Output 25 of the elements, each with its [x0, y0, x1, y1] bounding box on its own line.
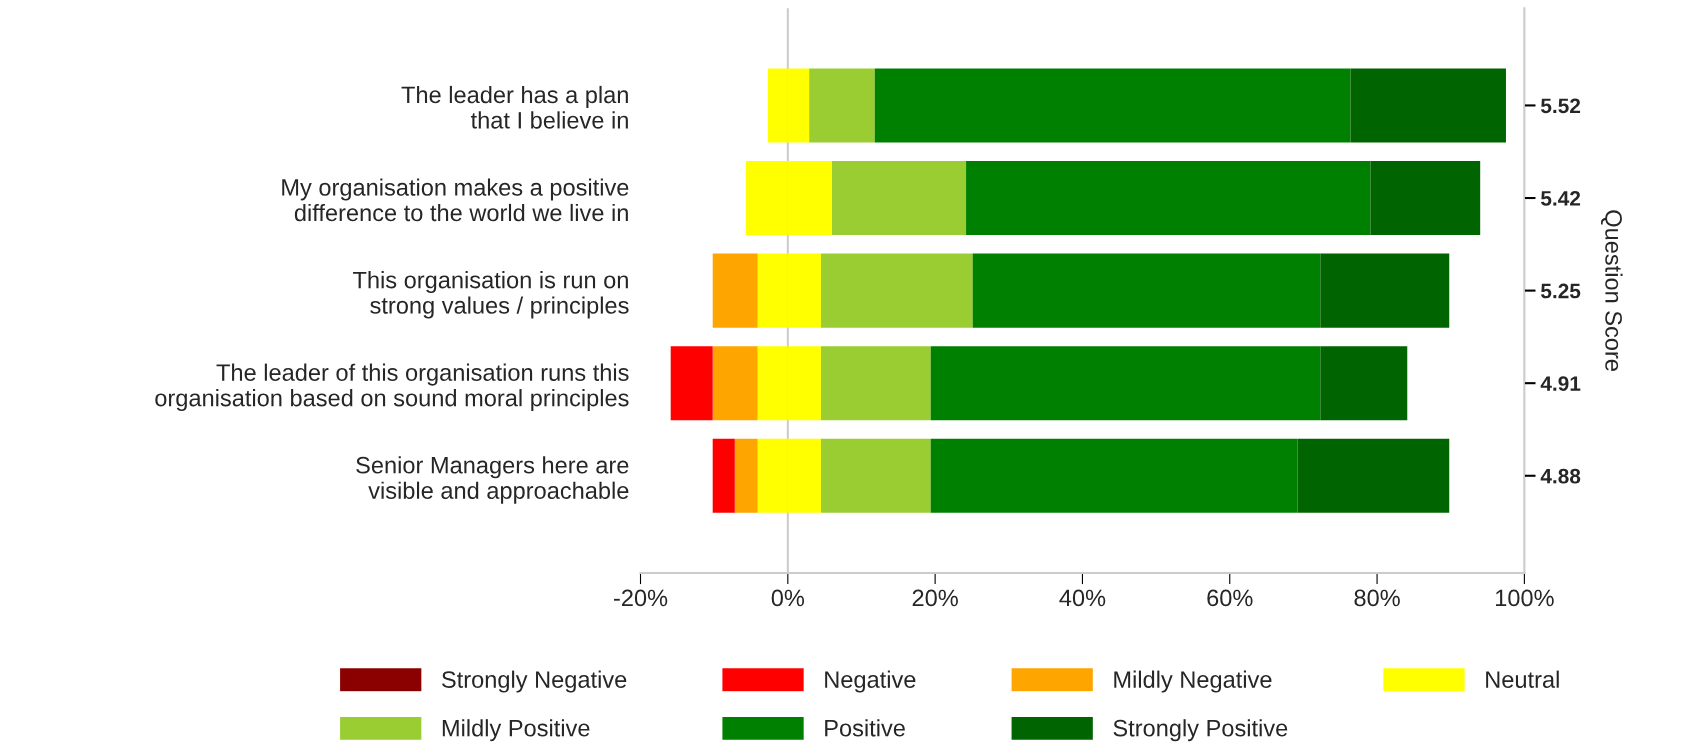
x-tick-label: 100%	[1495, 589, 1554, 607]
legend-label: Mildly Negative	[1114, 670, 1272, 693]
text: 5.52	[1540, 98, 1581, 114]
x-tick-label: 20%	[912, 589, 958, 607]
y2-axis-title: Question Score	[1600, 210, 1623, 371]
y-tick-label: The leader of this organisation runs this organisation based on sound moral principles	[155, 363, 629, 412]
legend-label: Strongly Negative	[442, 670, 627, 693]
legend-label: Neutral	[1486, 670, 1559, 688]
x-tick-label: 40%	[1059, 589, 1106, 607]
legend-label: Positive	[825, 719, 905, 737]
legend-label: Strongly Positive	[1113, 719, 1288, 742]
legend-label: Mildly Positive	[442, 719, 590, 742]
y-tick-label: My organisation makes a positive difference to the world we live in	[282, 178, 629, 222]
y-tick-label: Senior Managers here are visible and approachable	[356, 456, 629, 504]
text: 4.91	[1540, 376, 1581, 391]
x-tick-label: -20%	[614, 589, 668, 607]
text: 4.88	[1540, 468, 1581, 484]
legend-label: Negative	[825, 670, 916, 693]
x-tick-label: 60%	[1207, 589, 1253, 607]
y-tick-label: The leader has a plan that I believe in	[401, 85, 628, 129]
x-tick-label: 0%	[771, 589, 805, 607]
text: 5.42	[1540, 191, 1581, 206]
x-tick-label: 80%	[1354, 589, 1400, 607]
y-tick-label: This organisation is run on strong values / principles	[353, 271, 629, 319]
text: 5.25	[1540, 283, 1581, 299]
